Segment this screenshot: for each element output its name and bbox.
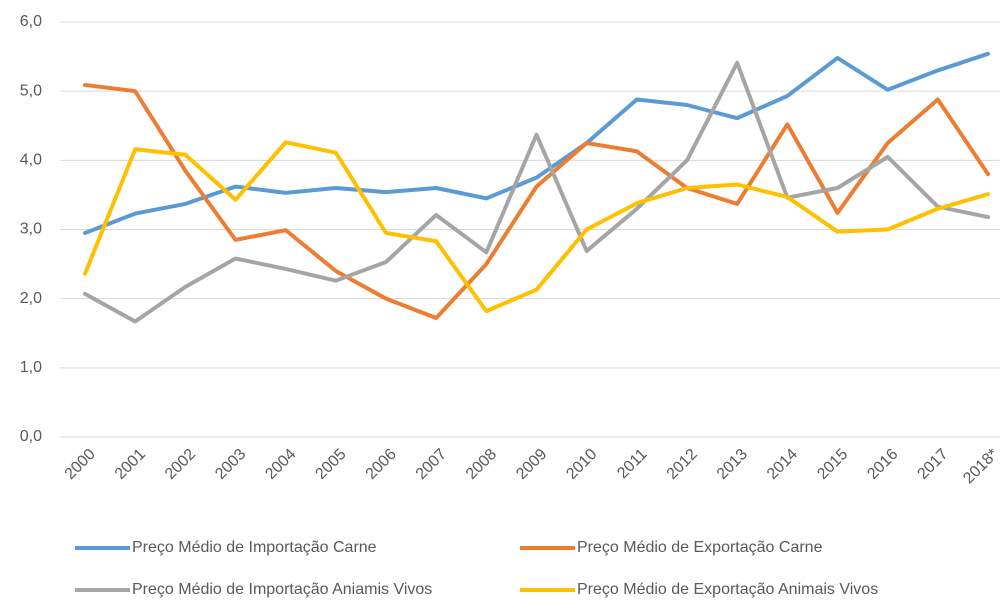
x-tick-label: 2009	[513, 446, 550, 483]
y-tick-label: 2,0	[20, 290, 42, 307]
x-tick-label: 2017	[914, 446, 951, 483]
x-tick-label: 2014	[764, 446, 801, 483]
x-tick-label: 2016	[864, 446, 901, 483]
x-tick-label: 2015	[814, 446, 851, 483]
series-line	[83, 60, 990, 324]
x-tick-label: 2006	[363, 446, 400, 483]
x-tick-label: 2008	[463, 446, 500, 483]
x-tick-label: 2010	[563, 446, 600, 483]
x-tick-label: 2003	[212, 446, 249, 483]
x-tick-label: 2013	[714, 446, 751, 483]
legend-label: Preço Médio de Importação Aniamis Vivos	[132, 581, 432, 598]
y-tick-label: 4,0	[20, 152, 42, 169]
series-line	[83, 82, 990, 321]
series-line	[83, 51, 990, 235]
y-tick-label: 6,0	[20, 13, 42, 30]
y-tick-label: 1,0	[20, 359, 42, 376]
x-tick-label: 2018*	[960, 446, 1002, 488]
legend-label: Preço Médio de Importação Carne	[132, 539, 377, 556]
x-tick-label: 2001	[112, 446, 149, 483]
y-tick-label: 5,0	[20, 82, 42, 99]
legend-label: Preço Médio de Exportação Carne	[577, 539, 823, 556]
x-tick-label: 2011	[614, 446, 650, 482]
x-tick-label: 2007	[413, 446, 450, 483]
legend-label: Preço Médio de Exportação Animais Vivos	[577, 581, 878, 598]
x-tick-label: 2012	[664, 446, 701, 483]
x-tick-label: 2002	[162, 446, 199, 483]
x-tick-label: 2005	[312, 446, 349, 483]
series-line	[83, 140, 990, 314]
x-tick-label: 2004	[262, 446, 299, 483]
y-tick-label: 0,0	[20, 428, 42, 445]
y-tick-label: 3,0	[20, 221, 42, 238]
x-tick-label: 2000	[62, 446, 99, 483]
